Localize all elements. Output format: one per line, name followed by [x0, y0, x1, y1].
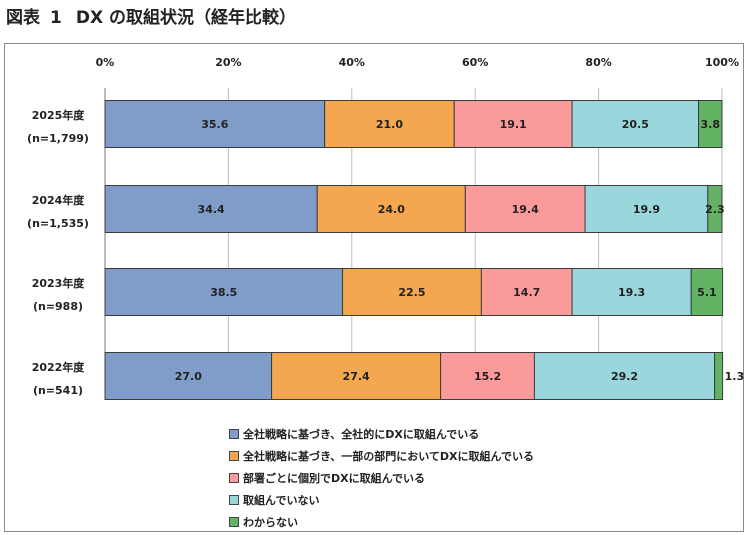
- bar-segment: [104, 185, 318, 233]
- bar-segment: [440, 352, 535, 400]
- data-label: 5.1: [697, 286, 717, 299]
- bar-segment: [104, 268, 344, 316]
- legend-swatch: [229, 495, 239, 505]
- legend-item: 部署ごとに個別でDXに取組んでいる: [229, 467, 534, 489]
- legend-swatch: [229, 473, 239, 483]
- data-label: 19.1: [500, 118, 527, 131]
- legend-label: 全社戦略に基づき、全社的にDXに取組んでいる: [243, 428, 480, 441]
- bar-segment: [104, 100, 326, 148]
- legend-item: 取組んでいない: [229, 489, 534, 511]
- chart-title: DX の取組状況（経年比較）: [75, 8, 296, 28]
- data-label: 3.8: [701, 118, 721, 131]
- data-label: 27.4: [343, 370, 370, 383]
- data-label: 35.6: [201, 118, 228, 131]
- legend-item: 全社戦略に基づき、全社的にDXに取組んでいる: [229, 423, 534, 445]
- bar-segment: [342, 268, 482, 316]
- legend-swatch: [229, 429, 239, 439]
- data-label: 20.5: [622, 118, 649, 131]
- bar-segment: [271, 352, 442, 400]
- bar-segment: [316, 185, 466, 233]
- x-tick-label: 60%: [462, 56, 488, 69]
- figure-label: 図表: [6, 8, 40, 28]
- data-label: 29.2: [611, 370, 638, 383]
- data-label: 38.5: [210, 286, 237, 299]
- data-label: 24.0: [378, 203, 405, 216]
- legend-item: わからない: [229, 511, 534, 533]
- bar-segment: [698, 100, 723, 148]
- legend-item: 全社戦略に基づき、一部の部門においてDXに取組んでいる: [229, 445, 534, 467]
- legend-label: 取組んでいない: [243, 494, 320, 507]
- legend-label: 全社戦略に基づき、一部の部門においてDXに取組んでいる: [243, 450, 534, 463]
- category-label-n: (n=1,535): [27, 217, 89, 230]
- category-label-n: (n=1,799): [27, 132, 89, 145]
- bar-segment: [714, 352, 724, 400]
- bar-segment: [464, 185, 586, 233]
- figure-number: 1: [50, 8, 62, 28]
- data-label: 2.3: [705, 203, 725, 216]
- x-tick-label: 40%: [339, 56, 365, 69]
- legend-swatch: [229, 451, 239, 461]
- bar-segment: [690, 268, 724, 316]
- bar-segment: [571, 100, 700, 148]
- bar-segment: [584, 185, 709, 233]
- category-label-n: (n=988): [33, 300, 83, 313]
- category-label-n: (n=541): [33, 384, 83, 397]
- data-label: 19.4: [512, 203, 539, 216]
- chart-legend: 全社戦略に基づき、全社的にDXに取組んでいる全社戦略に基づき、一部の部門において…: [229, 423, 534, 533]
- x-tick-label: 80%: [585, 56, 611, 69]
- data-label: 34.4: [198, 203, 225, 216]
- legend-swatch: [229, 517, 239, 527]
- category-label-year: 2024年度: [32, 193, 86, 207]
- data-label: 19.3: [618, 286, 645, 299]
- data-label: 27.0: [175, 370, 202, 383]
- bar-segment: [480, 268, 573, 316]
- page-title: 図表 1 DX の取組状況（経年比較）: [6, 3, 296, 28]
- x-tick-label: 20%: [215, 56, 241, 69]
- data-label: 21.0: [376, 118, 403, 131]
- data-label: 22.5: [398, 286, 425, 299]
- category-label-year: 2025年度: [32, 108, 86, 122]
- data-label: 1.3: [725, 370, 745, 383]
- data-label: 14.7: [513, 286, 540, 299]
- legend-label: 部署ごとに個別でDXに取組んでいる: [243, 472, 426, 485]
- x-tick-label: 100%: [705, 56, 739, 69]
- bar-segment: [707, 185, 723, 233]
- data-label: 15.2: [474, 370, 501, 383]
- category-label-year: 2022年度: [32, 360, 86, 374]
- x-tick-label: 0%: [96, 56, 115, 69]
- bar-segment: [571, 268, 692, 316]
- bar-segment: [453, 100, 573, 148]
- legend-label: わからない: [243, 516, 298, 529]
- data-label: 19.9: [633, 203, 660, 216]
- category-label-year: 2023年度: [32, 276, 86, 290]
